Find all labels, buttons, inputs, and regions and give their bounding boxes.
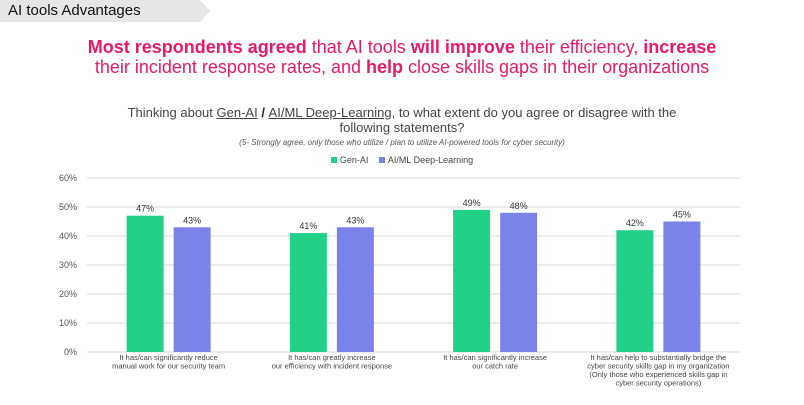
headline: Most respondents agreed that AI tools wi…: [0, 37, 804, 77]
headline-segment: increase: [643, 37, 717, 57]
data-label: 45%: [673, 210, 691, 220]
legend-swatch-aiml: [378, 157, 385, 163]
headline-segment: close skills gaps in their organizations: [403, 57, 710, 77]
data-label: 41%: [299, 221, 317, 231]
legend-label-genai: Gen-AI: [339, 155, 369, 165]
bar-genai: [453, 209, 491, 352]
y-tick-label: 30%: [59, 260, 77, 270]
bar-aiml: [173, 227, 211, 352]
legend-item-aiml: AI/ML Deep-Learning: [378, 155, 474, 165]
headline-segment: that AI tools: [306, 37, 411, 57]
question-suffix: , to what extent do you agree or disagre…: [391, 105, 677, 120]
question-title: Thinking about Gen-AI / AI/ML Deep-Learn…: [100, 105, 704, 135]
data-label: 42%: [626, 218, 644, 228]
data-label: 43%: [183, 215, 201, 225]
category-label: It has/can greatly increase: [288, 353, 376, 362]
headline-segment: will improve: [410, 37, 515, 57]
headline-line-2: their incident response rates, and help …: [0, 57, 804, 77]
bar-aiml: [663, 221, 701, 352]
bar-genai: [126, 215, 164, 352]
question-prefix: Thinking about: [127, 105, 217, 120]
y-tick-label: 40%: [59, 231, 77, 241]
legend-item-genai: Gen-AI: [330, 155, 369, 165]
category-label: our catch rate: [472, 362, 518, 371]
question-term-genai: Gen-AI: [216, 105, 258, 120]
headline-segment: help: [366, 57, 404, 77]
bar-genai: [289, 233, 327, 352]
data-label: 49%: [463, 198, 481, 208]
question-note: (5- Strongly agree, only those who utili…: [239, 138, 565, 147]
bar-aiml: [336, 227, 374, 352]
data-label: 43%: [346, 215, 364, 225]
category-label: It has/can significantly reduce: [119, 353, 217, 362]
section-tab: AI tools Advantages: [0, 0, 210, 22]
headline-line-1: Most respondents agreed that AI tools wi…: [0, 37, 804, 57]
data-label: 48%: [510, 201, 528, 211]
section-tab-label: AI tools Advantages: [8, 2, 141, 19]
category-label: (Only those who experienced skills gap i…: [589, 370, 727, 379]
category-label: It has/can significantly increase: [443, 353, 547, 362]
question-term-aiml: AI/ML Deep-Learning: [268, 105, 392, 120]
y-tick-label: 10%: [59, 318, 77, 328]
legend-label-aiml: AI/ML Deep-Learning: [387, 155, 474, 165]
data-label: 47%: [136, 204, 154, 214]
legend-swatch-genai: [330, 157, 337, 163]
chart-legend: Gen-AI AI/ML Deep-Learning: [0, 155, 804, 165]
category-label: manual work for our security team: [112, 362, 225, 371]
y-tick-label: 60%: [59, 173, 77, 183]
y-tick-label: 20%: [59, 289, 77, 299]
bar-aiml: [500, 212, 538, 352]
headline-segment: their incident response rates, and: [94, 57, 366, 77]
category-label: cyber security operations): [615, 379, 701, 388]
category-label: our efficiency with incident response: [272, 362, 392, 371]
category-label: cyber security skills gap in my organiza…: [587, 362, 729, 371]
question-separator: /: [257, 105, 269, 120]
y-tick-label: 50%: [59, 202, 77, 212]
category-label: It has/can help to substantially bridge …: [590, 353, 726, 362]
question-line-2: following statements?: [339, 120, 465, 135]
headline-segment: Most respondents agreed: [87, 37, 307, 57]
bar-genai: [616, 230, 654, 352]
y-tick-label: 0%: [64, 347, 77, 357]
headline-segment: their efficiency,: [514, 37, 644, 57]
